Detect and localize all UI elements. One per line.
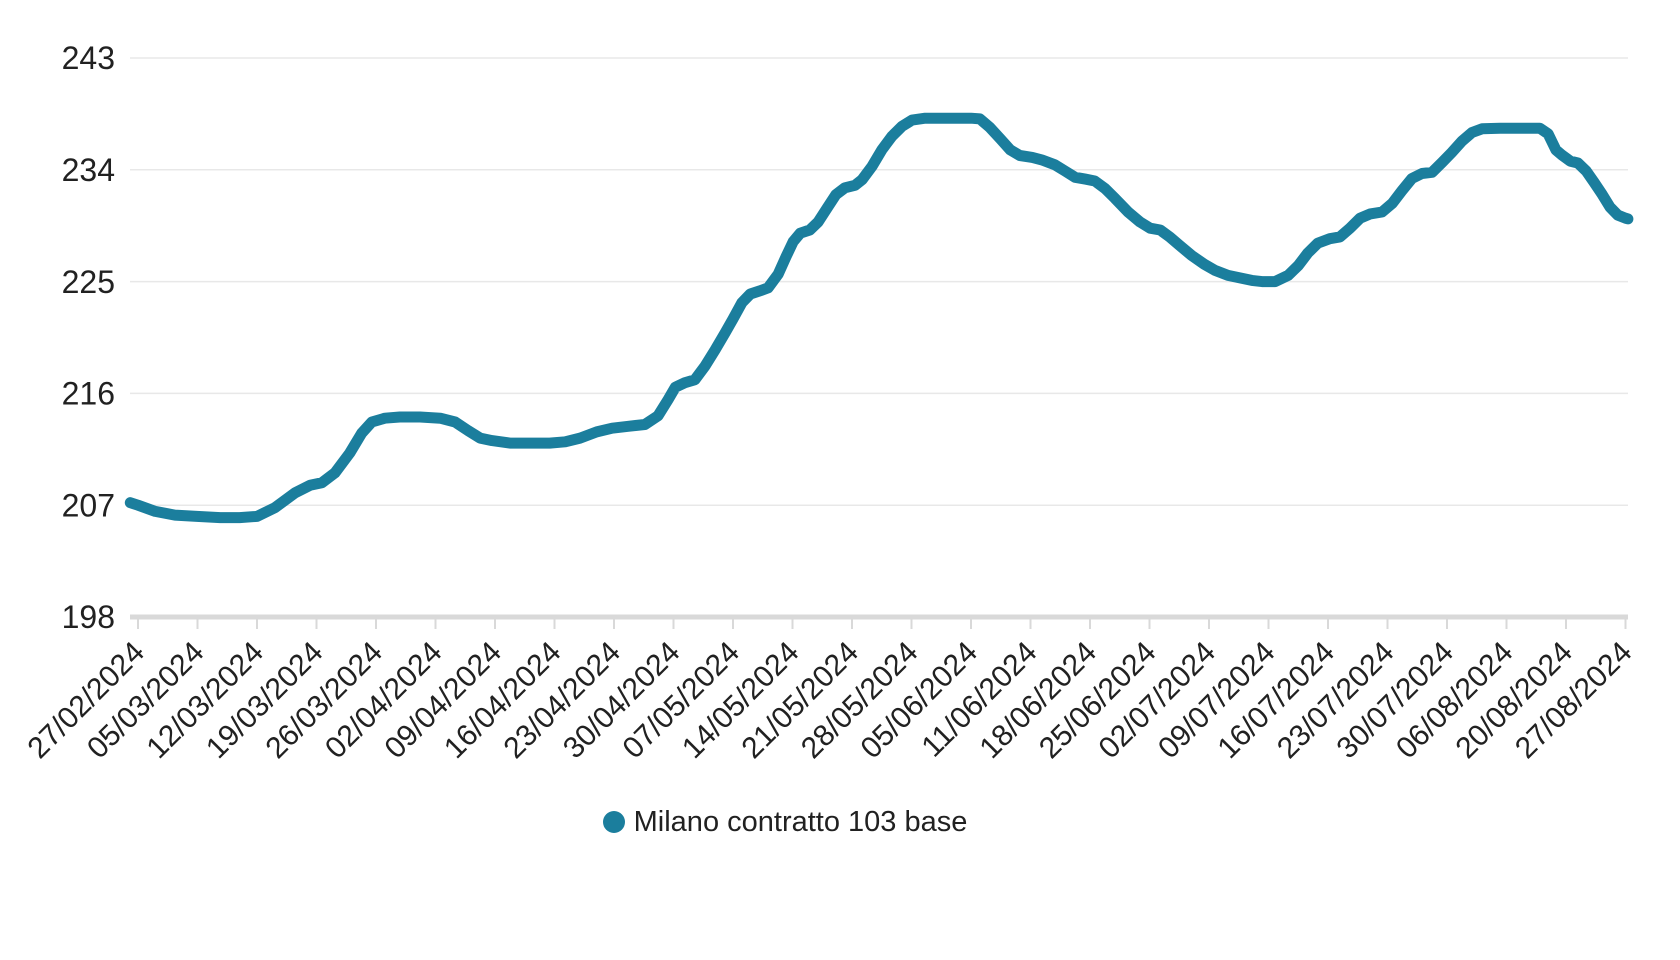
- y-tick-label: 243: [62, 40, 115, 76]
- legend[interactable]: Milano contratto 103 base: [0, 800, 1625, 844]
- y-tick-label: 198: [62, 599, 115, 635]
- y-tick-label: 225: [62, 264, 115, 300]
- legend-series-dot-icon: [602, 811, 625, 833]
- line-chart-plot: 19820721622523424327/02/202405/03/202412…: [21, 40, 1638, 765]
- y-tick-label: 207: [62, 487, 115, 523]
- y-tick-label: 216: [62, 376, 115, 412]
- y-tick-label: 234: [62, 152, 115, 188]
- legend-series-label: Milano contratto 103 base: [633, 805, 968, 838]
- series-line: [124, 112, 1634, 524]
